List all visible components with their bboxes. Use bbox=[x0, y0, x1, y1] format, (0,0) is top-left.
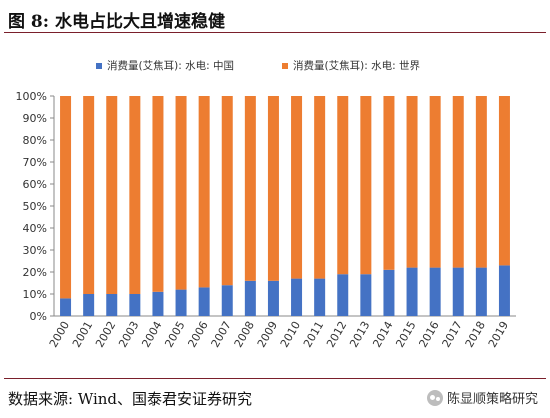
x-tick-label: 2001 bbox=[70, 319, 95, 350]
bar-china-2000 bbox=[60, 298, 72, 316]
x-tick-label: 2018 bbox=[463, 319, 488, 350]
bar-world-2015 bbox=[406, 96, 418, 268]
bar-china-2005 bbox=[175, 289, 187, 316]
wechat-icon bbox=[426, 389, 443, 406]
y-tick-label: 40% bbox=[23, 222, 47, 235]
bar-world-2014 bbox=[383, 96, 395, 270]
legend-swatch-1 bbox=[282, 63, 288, 69]
x-tick-label: 2002 bbox=[93, 319, 118, 350]
y-tick-label: 100% bbox=[16, 90, 47, 103]
stacked-bar-chart: 消费量(艾焦耳): 水电: 中国 消费量(艾焦耳): 水电: 世界 0% 10% 20%… bbox=[16, 59, 516, 350]
x-tick-label: 2007 bbox=[209, 319, 234, 350]
bar-world-2018 bbox=[475, 96, 487, 268]
legend-label-0: 消费量(艾焦耳): 水电: 中国 bbox=[107, 59, 234, 72]
y-tick-label: 20% bbox=[23, 266, 47, 279]
x-tick-label: 2000 bbox=[47, 319, 72, 350]
bar-world-2006 bbox=[198, 96, 210, 288]
x-tick-label: 2005 bbox=[162, 319, 187, 350]
x-tick-label: 2015 bbox=[393, 319, 418, 350]
bar-china-2006 bbox=[198, 287, 210, 316]
bar-china-2018 bbox=[475, 267, 487, 316]
legend-label-1: 消费量(艾焦耳): 水电: 世界 bbox=[293, 59, 420, 72]
x-tick-label: 2011 bbox=[301, 319, 326, 350]
bar-china-2003 bbox=[129, 294, 141, 316]
y-tick-label: 60% bbox=[23, 178, 47, 191]
y-tick-label: 30% bbox=[23, 244, 47, 257]
y-tick-label: 90% bbox=[23, 112, 47, 125]
bar-china-2016 bbox=[429, 267, 441, 316]
bar-china-2008 bbox=[244, 280, 256, 316]
bar-world-2003 bbox=[129, 96, 141, 294]
bar-world-2008 bbox=[244, 96, 256, 281]
bar-world-2007 bbox=[221, 96, 233, 286]
bar-world-2017 bbox=[452, 96, 464, 268]
bar-china-2015 bbox=[406, 267, 418, 316]
footer: 数据来源: Wind、国泰君安证券研究 陈显顺策略研究 bbox=[4, 378, 546, 417]
bar-china-2012 bbox=[337, 274, 349, 316]
y-tick-label: 80% bbox=[23, 134, 47, 147]
bar-china-2019 bbox=[498, 265, 510, 316]
bar-world-2019 bbox=[498, 96, 510, 266]
watermark-text: 陈显顺策略研究 bbox=[446, 392, 538, 407]
x-tick-label: 2003 bbox=[116, 319, 141, 350]
bar-china-2011 bbox=[314, 278, 326, 316]
bar-world-2001 bbox=[83, 96, 95, 294]
x-tick-label: 2012 bbox=[324, 319, 349, 350]
y-tick-label: 50% bbox=[23, 200, 47, 213]
title-bar: 图 8: 水电占比大且增速稳健 bbox=[4, 6, 546, 33]
x-tick-label: 2008 bbox=[232, 319, 257, 350]
bar-world-2004 bbox=[152, 96, 164, 292]
x-tick-label: 2019 bbox=[486, 319, 511, 350]
bar-world-2016 bbox=[429, 96, 441, 268]
bar-world-2009 bbox=[267, 96, 279, 281]
bar-china-2007 bbox=[221, 285, 233, 316]
legend-swatch-0 bbox=[96, 63, 102, 69]
bar-china-2017 bbox=[452, 267, 464, 316]
y-tick-label: 0% bbox=[30, 310, 47, 323]
bar-china-2004 bbox=[152, 291, 164, 316]
x-tick-label: 2017 bbox=[440, 319, 465, 350]
x-tick-label: 2004 bbox=[139, 319, 164, 350]
bar-world-2012 bbox=[337, 96, 349, 275]
bar-world-2011 bbox=[314, 96, 326, 279]
bar-china-2014 bbox=[383, 269, 395, 316]
bar-world-2000 bbox=[60, 96, 72, 299]
x-tick-label: 2006 bbox=[185, 319, 210, 350]
bar-world-2013 bbox=[360, 96, 372, 275]
x-tick-label: 2016 bbox=[416, 319, 441, 350]
x-tick-label: 2009 bbox=[255, 319, 280, 350]
y-tick-label: 10% bbox=[23, 288, 47, 301]
bar-china-2002 bbox=[106, 294, 118, 316]
x-tick-label: 2014 bbox=[370, 319, 395, 350]
x-tick-label: 2010 bbox=[278, 319, 303, 350]
watermark: 陈显顺策略研究 bbox=[426, 388, 538, 407]
x-tick-label: 2013 bbox=[347, 319, 372, 350]
bar-world-2005 bbox=[175, 96, 187, 290]
bar-world-2010 bbox=[291, 96, 303, 279]
bar-world-2002 bbox=[106, 96, 118, 294]
bar-china-2001 bbox=[83, 294, 95, 316]
page-title: 图 8: 水电占比大且增速稳健 bbox=[8, 12, 225, 32]
bar-china-2009 bbox=[267, 280, 279, 316]
y-tick-label: 70% bbox=[23, 156, 47, 169]
source-note: 数据来源: Wind、国泰君安证券研究 bbox=[8, 390, 253, 408]
bar-china-2013 bbox=[360, 274, 372, 316]
bar-china-2010 bbox=[291, 278, 303, 316]
